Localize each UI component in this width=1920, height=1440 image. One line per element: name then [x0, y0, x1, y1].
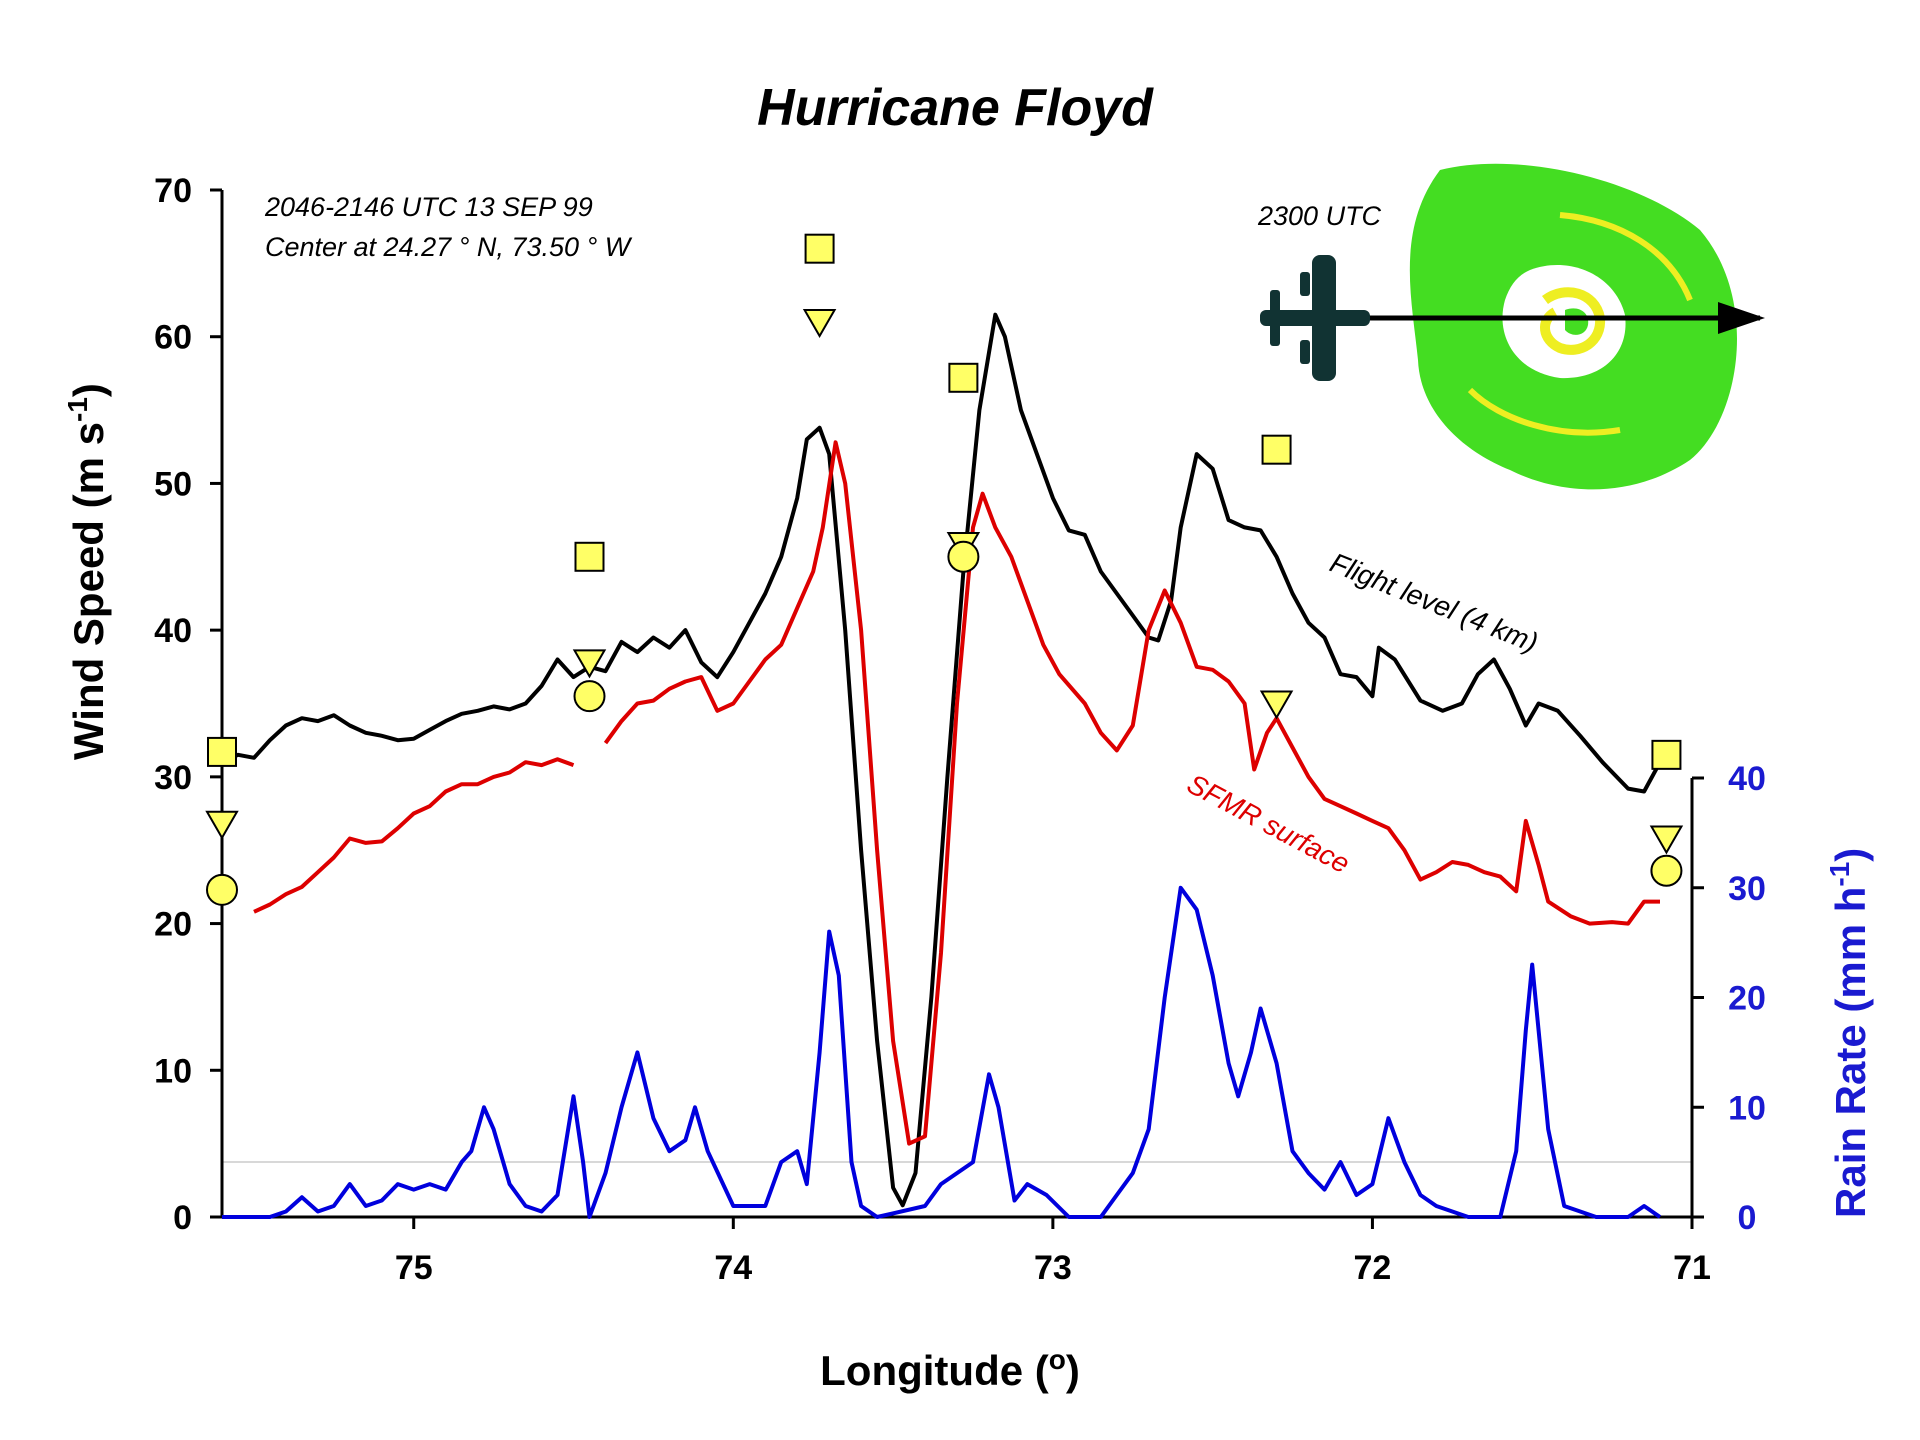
triangle-marker — [572, 649, 607, 679]
y-axis-left-label: Wind Speed (m s-1) — [62, 383, 112, 760]
y-left-tick-label: 20 — [154, 906, 192, 944]
circle-marker — [206, 873, 238, 906]
series-line-sfmr-surface — [253, 757, 575, 914]
square-marker — [1651, 739, 1682, 770]
radar-inset: 2300 UTC — [1257, 163, 1765, 490]
triangle-marker — [205, 810, 239, 840]
square-marker — [1261, 434, 1292, 465]
triangle-marker — [1649, 825, 1684, 855]
y-right-tick-label: 40 — [1728, 760, 1766, 798]
y-left-label-main: Wind Speed (m s — [65, 422, 112, 760]
y-right-tick-label: 20 — [1728, 980, 1766, 1018]
triangle-marker — [802, 309, 837, 339]
y-left-tick-label: 40 — [154, 612, 192, 650]
square-marker — [804, 233, 835, 264]
x-label-main: Longitude ( — [820, 1347, 1049, 1394]
y-axis-right-label: Rain Rate (mm h-1) — [1824, 848, 1874, 1218]
x-label-exp: o — [1049, 1344, 1066, 1375]
circle-marker — [1650, 854, 1683, 887]
square-marker — [207, 736, 237, 767]
arrow-head-icon — [1718, 302, 1765, 334]
y-left-tick-label: 60 — [154, 319, 192, 357]
series-line-flight-level-4-km — [221, 312, 1662, 1208]
x-tick-label: 71 — [1673, 1249, 1711, 1287]
chart-title: Hurricane Floyd — [757, 79, 1154, 137]
triangle-marker — [1259, 690, 1294, 720]
y-right-tick-label: 30 — [1728, 870, 1766, 908]
circle-marker — [573, 680, 606, 713]
radar-inner-echo — [1565, 308, 1589, 335]
square-marker — [948, 362, 979, 393]
y-left-label-end: ) — [65, 383, 112, 397]
y-right-label-main: Rain Rate (mm h — [1827, 887, 1874, 1218]
inset-time-label: 2300 UTC — [1257, 201, 1382, 231]
x-tick-label: 75 — [395, 1249, 433, 1287]
y-left-tick-label: 30 — [154, 759, 192, 797]
x-tick-label: 74 — [714, 1249, 752, 1287]
square-marker — [574, 541, 605, 572]
series-label-flight-level: Flight level (4 km) — [1326, 547, 1542, 659]
axes: 0 10 20 30 40 50 60 70 0 10 20 30 40 75 74 73 72 71 — [154, 172, 1766, 1287]
y-right-tick-label: 10 — [1728, 1089, 1766, 1127]
y-right-label-exp: -1 — [1824, 862, 1855, 887]
x-tick-label: 73 — [1034, 1249, 1072, 1287]
y-right-label-end: ) — [1827, 848, 1874, 862]
x-tick-label: 72 — [1354, 1249, 1392, 1287]
series-line-rain-rate — [222, 885, 1662, 1219]
series-label-sfmr: SFMR surface — [1182, 768, 1355, 879]
y-left-tick-label: 10 — [154, 1052, 192, 1090]
plot-area — [205, 233, 1684, 1219]
y-left-tick-label: 70 — [154, 172, 192, 210]
radar-rainband — [1467, 212, 1693, 436]
series-line-sfmr-surface — [603, 440, 1660, 1146]
y-left-tick-label: 50 — [154, 465, 192, 503]
x-label-end: ) — [1066, 1347, 1080, 1394]
y-right-tick-label: 0 — [1738, 1199, 1757, 1237]
x-axis-label: Longitude (o) — [820, 1344, 1080, 1394]
circle-marker — [947, 540, 980, 573]
aircraft-icon — [1260, 255, 1370, 381]
radar-eyewall — [1540, 287, 1606, 355]
y-left-label-exp: -1 — [62, 397, 93, 422]
y-left-tick-label: 0 — [173, 1199, 192, 1237]
annotation-center: Center at 24.27 ° N, 73.50 ° W — [265, 232, 633, 262]
annotation-time: 2046-2146 UTC 13 SEP 99 — [264, 192, 593, 222]
radar-echo-inner-gap — [1502, 265, 1626, 379]
